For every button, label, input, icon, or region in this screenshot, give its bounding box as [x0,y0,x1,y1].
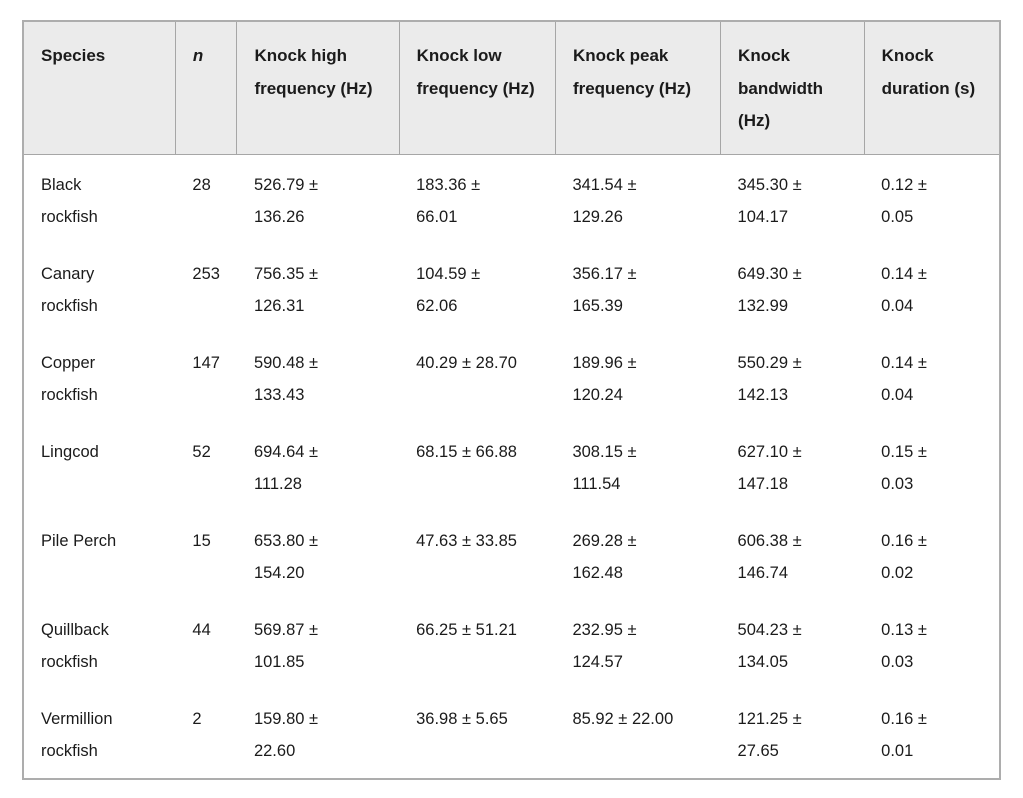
cell-knock-duration: 0.12 ± 0.05 [881,175,927,227]
cell-species: Black rockfish [41,175,98,227]
cell-n: 147 [192,353,220,372]
cell-knock-bandwidth: 627.10 ± 147.18 [737,442,802,494]
cell-knock-duration: 0.16 ± 0.02 [881,531,927,583]
column-header-n: n [175,21,238,155]
knock-acoustics-table: Species n Knock high frequency (Hz) Knoc… [22,20,1001,780]
table-row: Pile Perch 15 653.80 ± 154.20 47.63 ± 33… [23,511,1000,600]
cell-knock-low: 104.59 ± 62.06 [416,264,481,316]
cell-knock-low: 68.15 ± 66.88 [416,442,517,461]
cell-knock-low: 66.25 ± 51.21 [416,620,517,639]
cell-knock-bandwidth: 345.30 ± 104.17 [737,175,802,227]
cell-knock-duration: 0.13 ± 0.03 [881,620,927,672]
column-header-knock-high-frequency: Knock high frequency (Hz) [236,21,400,155]
column-header-knock-peak-frequency: Knock peak frequency (Hz) [555,21,722,155]
cell-knock-duration: 0.15 ± 0.03 [881,442,927,494]
table-row: Lingcod 52 694.64 ± 111.28 68.15 ± 66.88… [23,422,1000,511]
cell-knock-bandwidth: 649.30 ± 132.99 [737,264,802,316]
cell-knock-low: 36.98 ± 5.65 [416,709,508,728]
cell-knock-low: 183.36 ± 66.01 [416,175,481,227]
cell-knock-high: 694.64 ± 111.28 [253,442,319,494]
cell-knock-bandwidth: 606.38 ± 146.74 [737,531,802,583]
cell-knock-duration: 0.14 ± 0.04 [881,353,927,405]
cell-species: Vermillion rockfish [41,709,113,761]
cell-knock-bandwidth: 550.29 ± 142.13 [737,353,802,405]
cell-species: Copper rockfish [41,353,98,405]
cell-knock-high: 590.48 ± 133.43 [253,353,319,405]
cell-knock-high: 526.79 ± 136.26 [253,175,319,227]
table-header-row: Species n Knock high frequency (Hz) Knoc… [23,21,1000,155]
cell-n: 44 [192,620,211,639]
column-header-knock-bandwidth: Knock bandwidth (Hz) [720,21,865,155]
cell-n: 2 [192,709,202,728]
cell-knock-peak: 189.96 ± 120.24 [572,353,637,405]
cell-knock-peak: 308.15 ± 111.54 [572,442,637,494]
cell-knock-peak: 356.17 ± 165.39 [572,264,637,316]
cell-n: 52 [192,442,211,461]
cell-knock-high: 653.80 ± 154.20 [253,531,319,583]
cell-knock-peak: 269.28 ± 162.48 [572,531,637,583]
cell-species: Pile Perch [41,531,117,550]
cell-knock-bandwidth: 504.23 ± 134.05 [737,620,802,672]
cell-species: Quillback rockfish [41,620,109,672]
cell-knock-low: 47.63 ± 33.85 [416,531,517,550]
table-row: Vermillion rockfish 2 159.80 ± 22.60 36.… [23,689,1000,779]
cell-knock-duration: 0.14 ± 0.04 [881,264,927,316]
column-header-knock-duration: Knock duration (s) [864,21,1000,155]
cell-knock-bandwidth: 121.25 ± 27.65 [737,709,802,761]
cell-knock-low: 40.29 ± 28.70 [416,353,517,372]
cell-knock-peak: 232.95 ± 124.57 [572,620,637,672]
cell-n: 15 [192,531,211,550]
cell-knock-high: 756.35 ± 126.31 [253,264,319,316]
column-header-knock-low-frequency: Knock low frequency (Hz) [399,21,556,155]
cell-knock-duration: 0.16 ± 0.01 [881,709,927,761]
table-row: Canary rockfish 253 756.35 ± 126.31 104.… [23,244,1000,333]
cell-species: Lingcod [41,442,99,461]
cell-knock-high: 569.87 ± 101.85 [253,620,319,672]
cell-n: 28 [192,175,211,194]
table-row: Copper rockfish 147 590.48 ± 133.43 40.2… [23,333,1000,422]
cell-n: 253 [192,264,220,283]
cell-species: Canary rockfish [41,264,98,316]
cell-knock-peak: 341.54 ± 129.26 [572,175,637,227]
table-body: Black rockfish 28 526.79 ± 136.26 183.36… [23,154,1000,779]
column-header-species: Species [23,21,176,155]
table-row: Black rockfish 28 526.79 ± 136.26 183.36… [23,154,1000,244]
cell-knock-high: 159.80 ± 22.60 [253,709,319,761]
table-row: Quillback rockfish 44 569.87 ± 101.85 66… [23,600,1000,689]
cell-knock-peak: 85.92 ± 22.00 [572,709,674,728]
